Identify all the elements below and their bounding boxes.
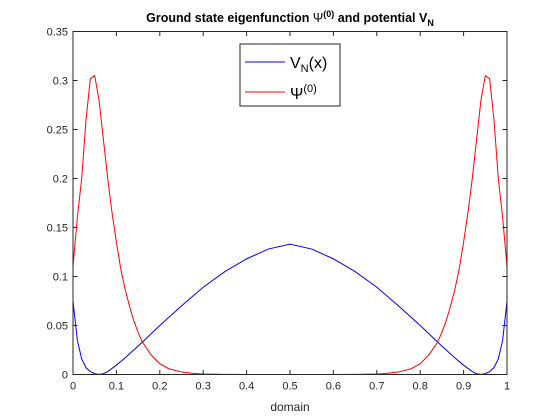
title-middle: and potential V [334,11,428,25]
x-tick-label: 0.5 [282,381,297,393]
y-tick-label: 0.25 [47,125,68,137]
x-tick-label: 1 [504,381,510,393]
legend-vn-subscript: N [301,63,309,75]
y-axis-ticks: 0 0.05 0.1 0.15 0.2 0.25 0.3 0.35 [47,27,507,382]
x-axis-label: domain [270,400,309,414]
title-v-subscript: N [427,18,434,28]
y-tick-label: 0.05 [47,321,68,333]
legend-box [239,43,341,107]
title-psi-symbol: Ψ [313,11,323,25]
chart-title: Ground state eigenfunction Ψ(0) and pote… [146,9,434,28]
legend-psi-superscript: (0) [303,83,316,95]
legend-vn-main: V [290,55,301,72]
title-main: Ground state eigenfunction [146,11,313,25]
x-tick-label: 0.3 [196,381,211,393]
x-tick-label: 0.4 [239,381,254,393]
x-tick-label: 0.7 [369,381,384,393]
x-tick-label: 0.9 [456,381,471,393]
x-tick-label: 0.1 [109,381,124,393]
legend-vn-tail: (x) [309,55,328,72]
legend-psi-main: Ψ [290,86,303,103]
y-tick-label: 0.35 [47,27,68,39]
x-tick-label: 0.8 [413,381,428,393]
y-tick-label: 0.2 [53,174,68,186]
x-tick-label: 0.2 [152,381,167,393]
legend: VN(x) Ψ(0) [239,43,341,107]
x-axis-ticks: 0 0.1 0.2 0.3 0.4 0.5 0.6 0.7 0.8 0.9 1 [70,31,510,393]
y-tick-label: 0.15 [47,223,68,235]
title-psi-superscript: (0) [323,9,334,19]
x-tick-label: 0.6 [326,381,341,393]
y-tick-label: 0 [62,370,68,382]
legend-label-vn: VN(x) [290,55,327,75]
legend-label-psi: Ψ(0) [290,83,317,103]
y-tick-label: 0.3 [53,76,68,88]
x-tick-label: 0 [70,381,76,393]
y-tick-label: 0.1 [53,272,68,284]
